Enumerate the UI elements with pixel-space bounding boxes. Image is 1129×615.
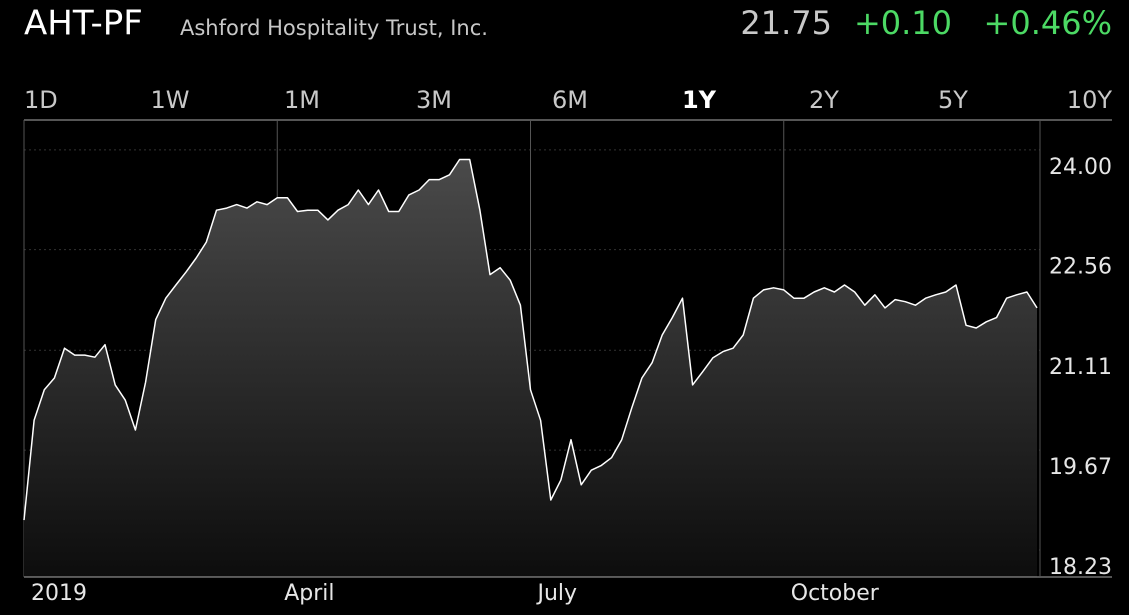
range-tab[interactable]: 6M [552, 86, 588, 114]
y-tick-label: 24.00 [1049, 155, 1112, 180]
symbol: AHT-PF [24, 4, 143, 44]
x-tick-label: July [536, 581, 578, 606]
range-tab[interactable]: 5Y [938, 86, 968, 114]
price-area [24, 159, 1037, 577]
y-tick-label: 21.11 [1049, 355, 1112, 380]
range-tab[interactable]: 2Y [809, 86, 839, 114]
x-tick-label: April [284, 581, 334, 606]
company-name: Ashford Hospitality Trust, Inc. [180, 16, 488, 40]
price-line [23, 158, 1038, 521]
price: 21.75 [740, 4, 832, 42]
range-tab[interactable]: 3M [416, 86, 452, 114]
y-tick-label: 19.67 [1049, 455, 1112, 480]
plot: 24.00 22.56 21.11 19.67 18.23 2019 April July Oc… [23, 120, 1112, 606]
range-tab[interactable]: 10Y [1067, 86, 1113, 114]
range-tab[interactable]: 1Y [682, 86, 717, 114]
change-percent: +0.46% [984, 4, 1112, 42]
x-tick-label: October [791, 581, 880, 606]
y-tick-label: 18.23 [1049, 555, 1112, 580]
x-tick-label: 2019 [31, 581, 87, 606]
y-tick-label: 22.56 [1049, 255, 1112, 280]
change: +0.10 [854, 4, 952, 42]
range-tab[interactable]: 1M [284, 86, 320, 114]
range-tabs: 1D 1W 1M 3M 6M 1Y 2Y 5Y 10Y [24, 86, 1112, 114]
range-tab[interactable]: 1W [151, 86, 190, 114]
range-tab[interactable]: 1D [24, 86, 58, 114]
